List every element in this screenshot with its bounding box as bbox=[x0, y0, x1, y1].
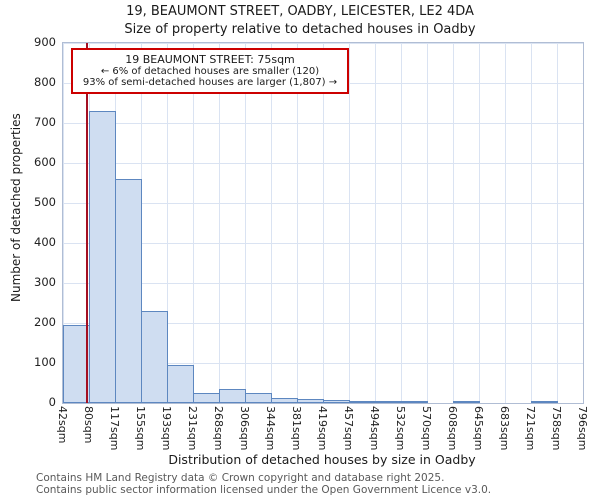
y-tick-label: 900 bbox=[34, 35, 56, 49]
plot-area: 19 BEAUMONT STREET: 75sqm ← 6% of detach… bbox=[62, 42, 584, 404]
x-tick-label: 494sqm bbox=[368, 406, 381, 451]
histogram-bar bbox=[297, 399, 324, 403]
chart-subtitle: Size of property relative to detached ho… bbox=[124, 22, 476, 37]
x-tick-label: 721sqm bbox=[524, 406, 537, 451]
x-tick-label: 306sqm bbox=[238, 406, 251, 451]
chart-title: 19, BEAUMONT STREET, OADBY, LEICESTER, L… bbox=[126, 4, 474, 19]
x-axis-label: Distribution of detached houses by size … bbox=[168, 452, 476, 467]
footer: Contains HM Land Registry data © Crown c… bbox=[36, 472, 596, 496]
histogram-bars bbox=[63, 43, 583, 403]
x-tick-label: 683sqm bbox=[498, 406, 511, 451]
y-tick-label: 0 bbox=[48, 395, 56, 409]
x-tick-label: 645sqm bbox=[472, 406, 485, 451]
histogram-bar bbox=[531, 401, 558, 403]
y-tick-label: 500 bbox=[34, 195, 56, 209]
y-tick-label: 800 bbox=[34, 75, 56, 89]
histogram-bar bbox=[271, 398, 298, 403]
x-tick-label: 193sqm bbox=[160, 406, 173, 451]
histogram-bar bbox=[453, 401, 480, 403]
footer-line1: Contains HM Land Registry data © Crown c… bbox=[36, 472, 445, 484]
y-tick-label: 300 bbox=[34, 275, 56, 289]
y-tick-label: 700 bbox=[34, 115, 56, 129]
x-tick-label: 231sqm bbox=[186, 406, 199, 451]
x-tick-label: 80sqm bbox=[82, 406, 95, 444]
footer-line2: Contains public sector information licen… bbox=[36, 484, 492, 496]
y-tick-label: 100 bbox=[34, 355, 56, 369]
x-tick-label: 155sqm bbox=[134, 406, 147, 451]
x-tick-label: 758sqm bbox=[550, 406, 563, 451]
histogram-bar bbox=[63, 325, 90, 403]
annotation-line3: 93% of semi-detached houses are larger (… bbox=[82, 77, 338, 88]
x-tick-label: 419sqm bbox=[316, 406, 329, 451]
x-tick-label: 117sqm bbox=[108, 406, 121, 451]
x-tick-label: 457sqm bbox=[342, 406, 355, 451]
x-tick-label: 796sqm bbox=[576, 406, 589, 451]
x-tick-label: 532sqm bbox=[394, 406, 407, 451]
x-tick-label: 381sqm bbox=[290, 406, 303, 451]
histogram-bar bbox=[141, 311, 168, 403]
histogram-bar bbox=[115, 179, 142, 403]
annotation-line2: ← 6% of detached houses are smaller (120… bbox=[100, 66, 320, 77]
x-tick-label: 42sqm bbox=[56, 406, 69, 444]
histogram-bar bbox=[219, 389, 246, 403]
histogram-bar bbox=[89, 111, 116, 403]
y-tick-label: 600 bbox=[34, 155, 56, 169]
x-tick-label: 570sqm bbox=[420, 406, 433, 451]
histogram-bar bbox=[245, 393, 272, 403]
y-tick-label: 200 bbox=[34, 315, 56, 329]
property-size-marker-line bbox=[86, 43, 88, 403]
histogram-bar bbox=[375, 401, 402, 403]
histogram-bar bbox=[323, 400, 350, 403]
annotation-box: 19 BEAUMONT STREET: 75sqm ← 6% of detach… bbox=[71, 48, 349, 94]
x-tick-label: 608sqm bbox=[446, 406, 459, 451]
x-tick-label: 344sqm bbox=[264, 406, 277, 451]
histogram-bar bbox=[167, 365, 194, 403]
y-tick-label: 400 bbox=[34, 235, 56, 249]
histogram-bar bbox=[193, 393, 220, 403]
x-tick-label: 268sqm bbox=[212, 406, 225, 451]
annotation-line1: 19 BEAUMONT STREET: 75sqm bbox=[125, 53, 295, 66]
histogram-bar bbox=[349, 401, 376, 403]
histogram-bar bbox=[401, 401, 428, 403]
